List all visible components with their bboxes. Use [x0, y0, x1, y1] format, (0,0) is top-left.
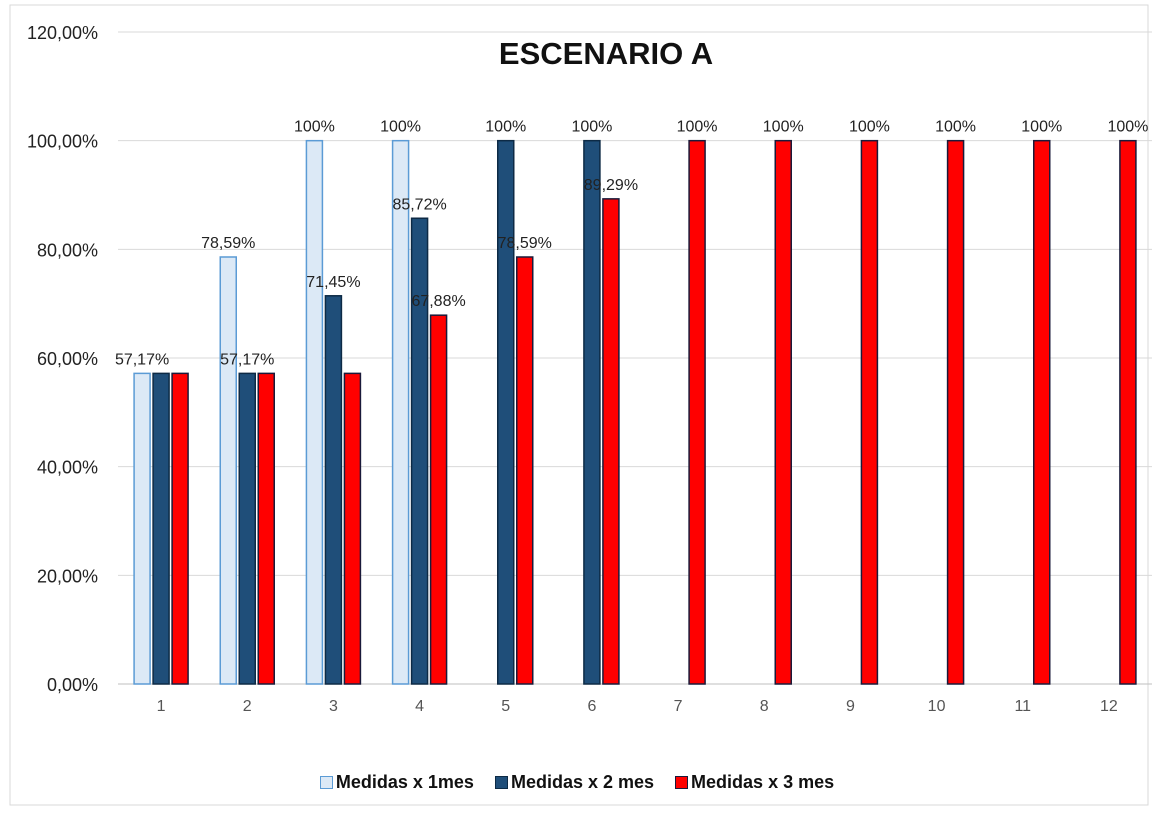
legend-item-2mes: Medidas x 2 mes: [494, 772, 655, 793]
x-tick-label: 8: [760, 698, 769, 715]
data-label: 57,17%: [115, 351, 169, 368]
data-label: 100%: [1107, 119, 1148, 136]
x-tick-label: 2: [243, 698, 252, 715]
x-tick-label: 12: [1100, 698, 1118, 715]
x-tick-label: 9: [846, 698, 855, 715]
x-tick-label: 3: [329, 698, 338, 715]
x-tick-label: 1: [157, 698, 166, 715]
data-label: 85,72%: [392, 196, 446, 213]
bar-1-4: [391, 139, 410, 685]
data-labels: 57,17% 78,59% 100% 100% 57,17% 71,45% 85,72% 10…: [115, 119, 1148, 369]
bar-3-11: [1033, 139, 1051, 685]
data-label: 100%: [485, 119, 526, 136]
y-tick-label: 0,00%: [47, 675, 98, 695]
bar-3-2: [257, 372, 275, 685]
data-label: 78,59%: [498, 235, 552, 252]
legend-item-3mes: Medidas x 3 mes: [675, 772, 834, 793]
y-axis-ticks: 0,00% 20,00% 40,00% 60,00% 80,00% 100,00% 120,…: [27, 23, 98, 695]
bar-3-6: [602, 198, 620, 685]
x-tick-label: 10: [928, 698, 946, 715]
bar-3-10: [946, 139, 965, 685]
x-axis-ticks: 1 2 3 4 5 6 7 8 9 10 11 12: [157, 698, 1118, 715]
y-tick-label: 20,00%: [37, 566, 98, 586]
x-tick-label: 11: [1014, 698, 1031, 715]
x-tick-label: 4: [415, 698, 424, 715]
data-label: 100%: [677, 119, 718, 136]
y-tick-label: 60,00%: [37, 349, 98, 369]
x-tick-label: 7: [674, 698, 683, 715]
legend-item-1mes: Medidas x 1mes: [319, 772, 474, 793]
gridlines: [118, 31, 1152, 685]
data-label: 100%: [1021, 119, 1062, 136]
bar-3-5: [516, 256, 534, 685]
legend-label-2mes: Medidas x 2 mes: [510, 772, 655, 792]
legend: Medidas x 1mes Medidas x 2 mes Medidas x…: [0, 772, 1154, 794]
bar-1-3: [305, 139, 324, 685]
data-label: 100%: [763, 119, 804, 136]
bar-2-4: [410, 217, 429, 685]
legend-swatch-2mes: [494, 776, 508, 789]
bar-3-4: [429, 314, 448, 685]
bar-3-9: [860, 139, 879, 685]
legend-label-1mes: Medidas x 1mes: [335, 772, 474, 792]
data-label: 89,29%: [584, 177, 638, 194]
bar-2-3: [324, 295, 343, 685]
data-label: 100%: [294, 119, 335, 136]
data-label: 71,45%: [306, 274, 360, 291]
y-tick-label: 100,00%: [27, 132, 98, 152]
data-label: 100%: [849, 119, 890, 136]
y-tick-label: 80,00%: [37, 240, 98, 260]
data-label: 100%: [380, 119, 421, 136]
data-label: 57,17%: [220, 351, 274, 368]
data-label: 100%: [571, 119, 612, 136]
y-tick-label: 120,00%: [27, 23, 98, 43]
bar-3-1: [171, 372, 189, 685]
legend-swatch-1mes: [319, 776, 333, 789]
bar-3-7: [688, 139, 706, 685]
data-label: 67,88%: [411, 293, 465, 310]
bar-1-1: [133, 372, 151, 685]
bars: [133, 139, 1137, 685]
bar-2-1: [152, 372, 170, 685]
y-tick-label: 40,00%: [37, 458, 98, 478]
bar-3-8: [774, 139, 792, 685]
bar-2-2: [238, 372, 256, 685]
data-label: 78,59%: [201, 235, 255, 252]
bar-1-2: [219, 256, 237, 685]
x-tick-label: 6: [587, 698, 596, 715]
legend-swatch-3mes: [675, 776, 689, 789]
bar-3-12: [1119, 139, 1137, 685]
x-tick-label: 5: [501, 698, 510, 715]
chart-title: ESCENARIO A: [499, 36, 713, 71]
legend-label-3mes: Medidas x 3 mes: [691, 772, 835, 792]
bar-2-6: [583, 139, 601, 685]
bar-3-3: [343, 372, 362, 685]
data-label: 100%: [935, 119, 976, 136]
bar-2-5: [497, 139, 515, 685]
